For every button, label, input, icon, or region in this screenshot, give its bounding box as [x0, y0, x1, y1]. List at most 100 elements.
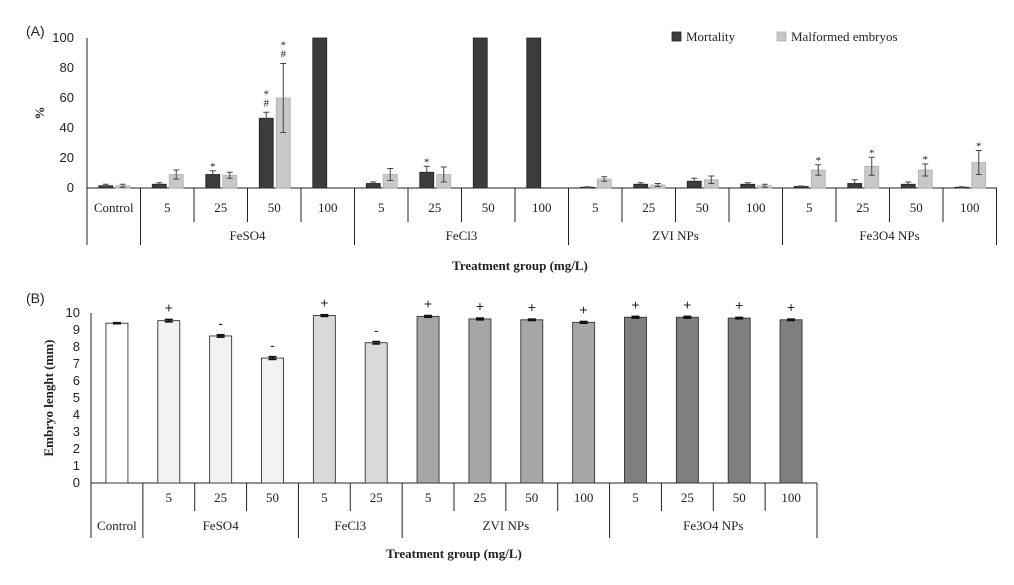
- y-tick-label: 0: [67, 180, 74, 195]
- category-label: 100: [532, 200, 552, 215]
- category-label: 25: [681, 490, 694, 505]
- bar-embryo-length: [364, 342, 388, 484]
- y-tick-label: 3: [73, 424, 80, 439]
- category-label: 5: [425, 490, 432, 505]
- category-label: 100: [574, 490, 594, 505]
- y-tick-label: 1: [73, 458, 80, 473]
- x-axis-title: Treatment group (mg/L): [386, 546, 522, 561]
- group-label: Control: [97, 518, 137, 533]
- category-label: 25: [214, 200, 227, 215]
- bar-mortality: [312, 37, 328, 189]
- group-label: Fe3O4 NPs: [683, 518, 743, 533]
- category-label: 25: [856, 200, 869, 215]
- significance-sign: -: [270, 337, 275, 353]
- bar-embryo-length: [261, 357, 284, 484]
- y-tick-label: 80: [60, 60, 74, 75]
- significance-mark: *: [424, 156, 430, 168]
- group-label: ZVI NPs: [483, 518, 530, 533]
- significance-sign: +: [787, 299, 795, 315]
- group-label: FeSO4: [203, 518, 240, 533]
- category-label: 5: [806, 200, 813, 215]
- category-label: 25: [473, 490, 486, 505]
- bar-embryo-length: [624, 316, 647, 484]
- category-label: 5: [321, 490, 328, 505]
- group-label: Fe3O4 NPs: [859, 228, 919, 243]
- category-label: 5: [632, 490, 639, 505]
- significance-mark: *: [816, 155, 822, 167]
- significance-mark: *: [923, 154, 929, 166]
- bar-embryo-length: [416, 315, 440, 484]
- group-label: FeCl3: [446, 228, 478, 243]
- category-label: 100: [781, 490, 801, 505]
- legend-swatch: [671, 31, 682, 42]
- category-label: 100: [746, 200, 766, 215]
- bar-embryo-length: [157, 320, 181, 484]
- y-tick-label: 40: [60, 120, 74, 135]
- significance-mark: *: [281, 40, 287, 52]
- bar-embryo-length: [312, 315, 336, 484]
- panel-label: (A): [26, 23, 45, 39]
- y-tick-label: 10: [66, 305, 80, 320]
- category-label: 50: [696, 200, 709, 215]
- category-label: 5: [378, 200, 385, 215]
- category-label: 50: [268, 200, 281, 215]
- y-tick-label: 20: [60, 150, 74, 165]
- significance-sign: +: [528, 299, 536, 315]
- legend-label: Malformed embryos: [791, 29, 898, 44]
- category-label: 5: [166, 490, 173, 505]
- y-tick-label: 8: [73, 339, 80, 354]
- category-label: 50: [266, 490, 279, 505]
- legend-swatch: [776, 31, 787, 42]
- significance-mark: *: [976, 141, 982, 153]
- category-label: 50: [525, 490, 538, 505]
- category-label: 5: [592, 200, 599, 215]
- y-tick-label: 100: [52, 30, 74, 45]
- significance-sign: -: [218, 315, 223, 331]
- bar-embryo-length: [105, 322, 129, 484]
- group-label: ZVI NPs: [652, 228, 699, 243]
- significance-mark: #: [264, 97, 270, 109]
- bar-embryo-length: [209, 335, 233, 484]
- category-label: 50: [910, 200, 923, 215]
- y-tick-label: 5: [73, 390, 80, 405]
- significance-sign: +: [476, 298, 484, 314]
- significance-sign: +: [683, 296, 691, 312]
- significance-mark: *: [869, 147, 875, 159]
- significance-mark: *: [210, 161, 216, 173]
- category-label: Control: [94, 200, 134, 215]
- significance-sign: +: [424, 295, 432, 311]
- y-tick-label: 4: [73, 407, 80, 422]
- significance-sign: -: [374, 322, 379, 338]
- y-tick-label: 60: [60, 90, 74, 105]
- bar-embryo-length: [675, 316, 699, 484]
- category-label: 5: [164, 200, 171, 215]
- category-label: 25: [214, 490, 227, 505]
- significance-sign: +: [165, 300, 173, 316]
- y-axis-title: Embryo lenght (mm): [41, 340, 56, 457]
- y-tick-label: 7: [73, 356, 80, 371]
- bar-embryo-length: [520, 319, 544, 484]
- y-tick-label: 6: [73, 373, 80, 388]
- y-tick-label: 2: [73, 441, 80, 456]
- category-label: 25: [428, 200, 441, 215]
- bar-mortality: [472, 37, 488, 189]
- bar-embryo-length: [727, 317, 751, 484]
- y-tick-label: 9: [73, 322, 80, 337]
- significance-sign: +: [631, 296, 639, 312]
- significance-mark: #: [281, 49, 287, 61]
- y-axis-title: %: [32, 107, 47, 120]
- bar-embryo-length: [572, 321, 596, 484]
- bar-mortality: [258, 117, 274, 189]
- significance-sign: +: [580, 301, 588, 317]
- category-label: 25: [370, 490, 383, 505]
- category-label: 25: [642, 200, 655, 215]
- bar-embryo-length: [468, 318, 492, 484]
- x-axis-title: Treatment group (mg/L): [452, 258, 588, 273]
- group-label: FeCl3: [334, 518, 366, 533]
- y-tick-label: 0: [73, 475, 80, 490]
- bar-mortality: [526, 37, 542, 189]
- legend-label: Mortality: [686, 29, 736, 44]
- category-label: 100: [318, 200, 338, 215]
